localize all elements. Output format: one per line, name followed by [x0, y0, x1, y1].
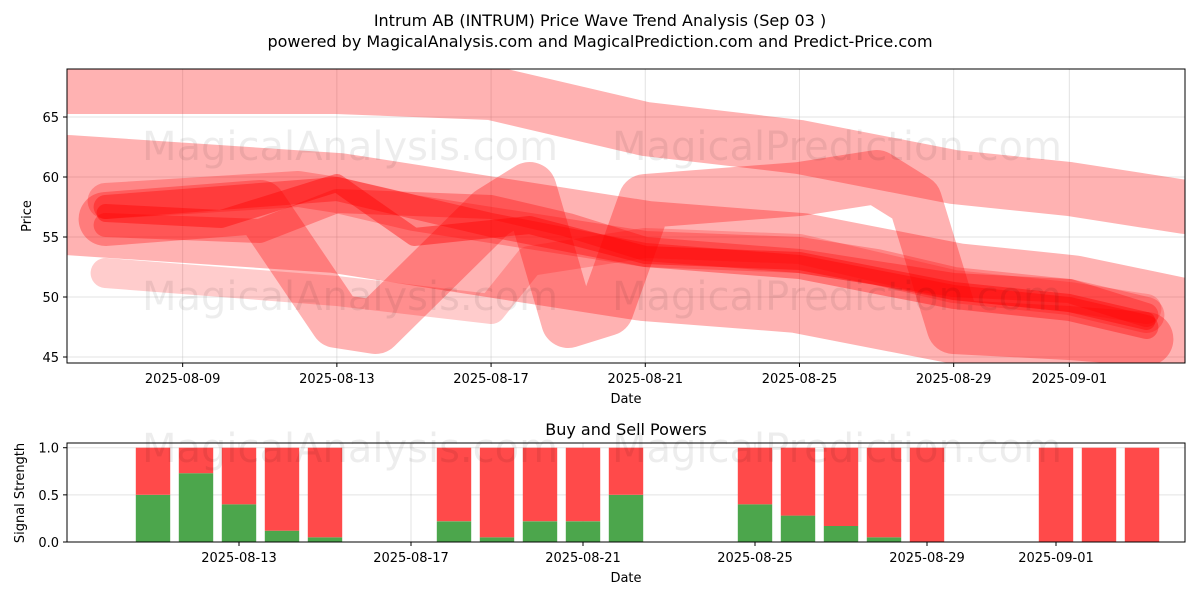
price-wave-band-3: [78, 150, 1174, 363]
price-plot-frame: [66, 68, 1186, 364]
signal-plot-frame: [66, 442, 1186, 543]
buy-power-bar: [823, 526, 859, 542]
signal-x-tick-label: 2025-08-21: [545, 551, 621, 566]
price-y-tick-label: 50: [42, 291, 59, 306]
sell-power-bar: [608, 447, 644, 495]
price-y-tick-label: 60: [42, 171, 59, 186]
sell-power-bar: [780, 447, 816, 516]
price-y-tick-label: 65: [42, 111, 59, 126]
signal-y-tick-label: 0.5: [38, 489, 59, 504]
watermark-text: MagicalAnalysis.com: [142, 124, 558, 170]
price-y-tick-label: 55: [42, 231, 59, 246]
watermark-text: MagicalPrediction.com: [612, 274, 1062, 320]
signal-x-tick-label: 2025-08-13: [201, 551, 277, 566]
sell-power-bar: [737, 447, 773, 505]
price-x-tick-label: 2025-08-29: [916, 372, 992, 387]
price-x-tick-label: 2025-09-01: [1032, 372, 1108, 387]
signal-y-label: Signal Strength: [13, 443, 28, 543]
price-y-ticks: 45 50 55 60 65: [42, 111, 67, 366]
price-wave-band-7: [90, 228, 1162, 324]
sell-power-bar: [1124, 447, 1160, 542]
signal-y-tick-label: 1.0: [38, 442, 59, 457]
price-wave-band-6: [96, 174, 1156, 330]
price-wave-bands: [67, 69, 1185, 363]
price-chart: MagicalAnalysis.com MagicalPrediction.com…: [20, 68, 1186, 407]
price-x-tick-label: 2025-08-25: [762, 372, 838, 387]
signal-watermarks: MagicalAnalysis.com MagicalPrediction.com: [142, 426, 1062, 472]
sell-power-bar: [565, 447, 601, 522]
sell-power-bar: [178, 447, 214, 474]
sell-power-bar: [264, 447, 300, 531]
buy-power-bar: [608, 494, 644, 542]
sell-power-bar: [1081, 447, 1117, 542]
price-grid: [67, 69, 1185, 363]
signal-chart: Buy and Sell Powers MagicalAnalysis.com M…: [13, 420, 1186, 586]
signal-y-ticks: 0.0 0.5 1.0: [38, 442, 67, 551]
price-wave-band-4: [87, 171, 1165, 333]
buy-power-bar: [436, 521, 472, 542]
signal-y-tick-label: 0.0: [38, 536, 59, 551]
buy-power-bar: [221, 504, 257, 542]
price-x-tick-label: 2025-08-09: [145, 372, 221, 387]
chart-title: Intrum AB (INTRUM) Price Wave Trend Anal…: [374, 11, 826, 30]
sell-power-bar: [866, 447, 902, 538]
buy-power-bar: [522, 521, 558, 542]
sell-power-bar: [307, 447, 343, 538]
signal-x-tick-label: 2025-09-01: [1018, 551, 1094, 566]
sell-power-bar: [1038, 447, 1074, 542]
price-x-tick-label: 2025-08-17: [453, 372, 529, 387]
buy-power-bar: [780, 515, 816, 542]
buy-power-bar: [178, 473, 214, 542]
buy-power-bar: [565, 521, 601, 542]
buy-power-bar: [264, 530, 300, 542]
watermark-text: MagicalAnalysis.com: [142, 426, 558, 472]
sell-power-bar: [436, 447, 472, 522]
price-wave-band-1: [67, 69, 1185, 234]
chart-subtitle: powered by MagicalAnalysis.com and Magic…: [267, 32, 932, 51]
price-x-tick-label: 2025-08-21: [607, 372, 683, 387]
price-y-tick-label: 45: [42, 351, 59, 366]
signal-chart-title: Buy and Sell Powers: [545, 420, 707, 439]
price-watermarks: MagicalAnalysis.com MagicalPrediction.com…: [142, 124, 1062, 320]
price-wave-band-5: [93, 177, 1159, 339]
price-wave-band-8: [93, 189, 1159, 327]
sell-power-bar: [522, 447, 558, 522]
signal-x-tick-label: 2025-08-29: [889, 551, 965, 566]
price-y-label: Price: [20, 200, 35, 232]
signal-x-ticks: 2025-08-13 2025-08-17 2025-08-21 2025-08-25…: [201, 542, 1094, 566]
buy-power-bar: [479, 537, 515, 542]
signal-x-tick-label: 2025-08-17: [373, 551, 449, 566]
signal-bars: [135, 447, 1160, 542]
buy-power-bar: [135, 494, 171, 542]
buy-power-bar: [866, 537, 902, 542]
price-x-ticks: 2025-08-09 2025-08-13 2025-08-17 2025-08-21…: [145, 363, 1107, 387]
watermark-text: MagicalPrediction.com: [612, 124, 1062, 170]
sell-power-bar: [909, 447, 945, 542]
price-x-label: Date: [610, 392, 641, 407]
signal-x-tick-label: 2025-08-25: [717, 551, 793, 566]
sell-power-bar: [221, 447, 257, 505]
price-wave-band-2: [67, 135, 1185, 363]
sell-power-bar: [823, 447, 859, 526]
sell-power-bar: [479, 447, 515, 538]
price-x-tick-label: 2025-08-13: [299, 372, 375, 387]
buy-power-bar: [737, 504, 773, 542]
signal-x-label: Date: [610, 571, 641, 586]
sell-power-bar: [135, 447, 171, 495]
watermark-text: MagicalPrediction.com: [612, 426, 1062, 472]
watermark-text: MagicalAnalysis.com: [142, 274, 558, 320]
buy-power-bar: [307, 537, 343, 542]
